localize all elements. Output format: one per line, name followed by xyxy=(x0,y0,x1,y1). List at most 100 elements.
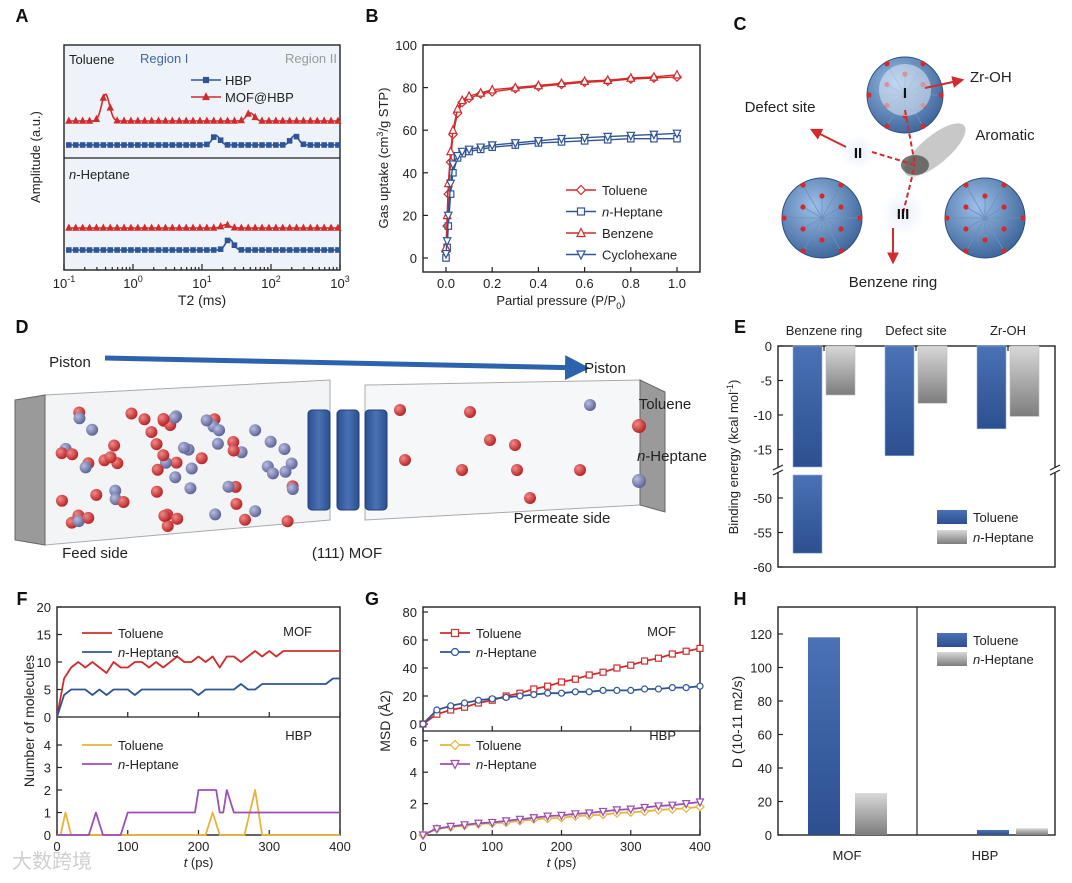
toluene-molecule xyxy=(227,444,240,457)
subpanel-label: HBP xyxy=(285,728,312,743)
data-point xyxy=(258,116,266,124)
data-point xyxy=(448,160,458,170)
data-point xyxy=(293,247,300,253)
data-point xyxy=(450,628,460,638)
label-mof: (111) MOF xyxy=(312,545,382,562)
y-tick-label: 2 xyxy=(44,783,51,798)
toluene-molecule xyxy=(55,447,68,460)
legend-label: n-Heptane xyxy=(973,530,1034,545)
data-point xyxy=(244,109,252,117)
x-tick-label: 300 xyxy=(258,839,280,854)
subpanel-label: Toluene xyxy=(69,52,115,67)
label-feed-side: Feed side xyxy=(62,545,128,562)
heptane-molecule xyxy=(213,424,226,437)
oxygen-atom xyxy=(963,204,969,210)
data-point xyxy=(575,184,587,196)
data-point xyxy=(92,114,101,123)
bar-toluene-lower xyxy=(792,474,823,554)
y-tick-label: 20 xyxy=(403,208,417,223)
oxygen-atom xyxy=(944,215,950,221)
toluene-molecule xyxy=(90,488,103,501)
data-point xyxy=(286,138,293,144)
data-point xyxy=(487,141,497,151)
data-point xyxy=(576,250,586,261)
bar-toluene xyxy=(976,345,1007,430)
axis-break-mark xyxy=(772,464,784,471)
x-axis-label: t (ps) xyxy=(184,855,214,870)
data-point xyxy=(141,223,149,231)
legend-swatch xyxy=(937,510,967,524)
data-point xyxy=(224,142,231,148)
legend-label: Toluene xyxy=(476,738,522,753)
heptane-molecule xyxy=(178,441,191,454)
data-point xyxy=(682,683,690,692)
data-point xyxy=(245,247,252,253)
data-point xyxy=(285,116,294,124)
series-n-heptane xyxy=(418,798,705,841)
data-point xyxy=(292,116,301,124)
heptane-molecule xyxy=(286,483,299,496)
toluene-molecule xyxy=(145,426,158,439)
polyhedron-edge xyxy=(965,217,986,252)
data-point xyxy=(300,247,307,253)
data-point xyxy=(106,103,114,111)
permeated-molecule xyxy=(456,464,468,476)
data-point xyxy=(626,805,636,815)
data-point xyxy=(543,812,553,822)
series-line xyxy=(57,789,340,836)
oxygen-atom xyxy=(781,215,787,221)
toluene-molecule xyxy=(158,509,171,522)
bar-heptane xyxy=(855,793,887,835)
y-tick-label: -10 xyxy=(753,408,772,423)
data-point xyxy=(93,142,100,148)
data-point xyxy=(238,247,245,253)
data-point xyxy=(681,799,691,809)
y-tick-label: 4 xyxy=(44,738,51,753)
data-point xyxy=(449,169,457,177)
y-tick-label: -60 xyxy=(753,560,772,575)
y-tick-label: 0 xyxy=(44,828,51,843)
data-point xyxy=(210,134,217,140)
legend-label: Toluene xyxy=(973,633,1019,648)
data-point xyxy=(168,116,177,124)
oxygen-atom xyxy=(938,92,944,98)
data-point xyxy=(576,207,586,216)
data-point xyxy=(460,821,470,831)
polyhedron-edge xyxy=(965,217,986,230)
data-point xyxy=(258,223,266,231)
x-tick-label: 102 xyxy=(261,274,280,291)
x-tick-label: 101 xyxy=(192,274,211,291)
label-aromatic: Aromatic xyxy=(975,127,1035,144)
category-label: MOF xyxy=(833,848,862,863)
data-point xyxy=(279,247,286,253)
panel-letter-G: G xyxy=(365,589,379,609)
data-point xyxy=(216,222,225,230)
permeated-molecule xyxy=(484,434,496,446)
data-point xyxy=(210,223,218,231)
oxygen-atom xyxy=(819,237,825,243)
data-point xyxy=(432,825,442,835)
data-point xyxy=(128,247,134,253)
data-point xyxy=(190,247,196,253)
data-point xyxy=(78,116,87,124)
data-point xyxy=(460,699,469,707)
data-point xyxy=(640,657,649,665)
data-point xyxy=(79,142,86,148)
heptane-molecule xyxy=(211,437,224,450)
y-tick-label: 0 xyxy=(410,828,417,843)
legend-swatch xyxy=(937,633,967,647)
data-point xyxy=(114,247,120,253)
data-point xyxy=(334,116,342,124)
data-point xyxy=(696,644,704,653)
heptane-molecule xyxy=(278,442,291,455)
oxygen-atom xyxy=(857,215,863,221)
oxygen-atom xyxy=(884,61,890,67)
data-point xyxy=(306,116,315,124)
data-point xyxy=(672,69,682,79)
axis-break-mark xyxy=(772,469,784,476)
legend-label: Toluene xyxy=(476,626,522,641)
legend-label: Benzene xyxy=(602,226,653,241)
toluene-molecule xyxy=(55,494,68,507)
heptane-molecule xyxy=(209,508,222,521)
series-n-heptane xyxy=(419,682,704,728)
